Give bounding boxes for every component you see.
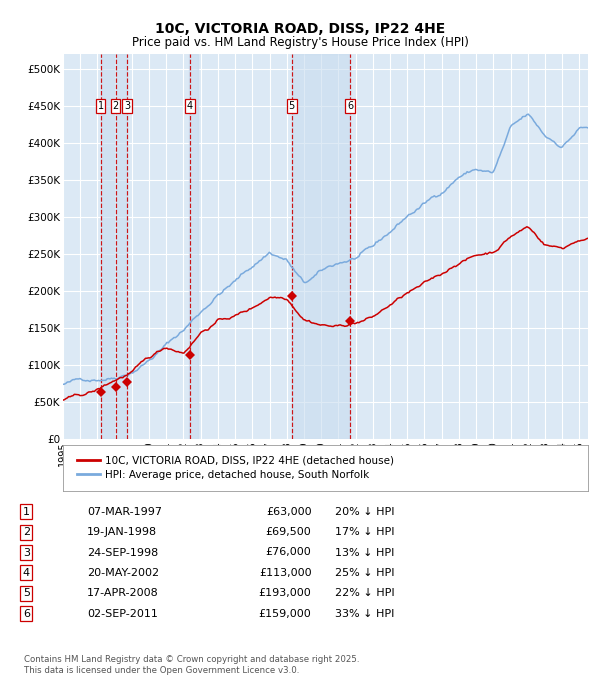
Bar (189, 54, 198, 439)
Text: 10C, VICTORIA ROAD, DISS, IP22 4HE: 10C, VICTORIA ROAD, DISS, IP22 4HE (155, 22, 445, 35)
Text: 25% ↓ HPI: 25% ↓ HPI (335, 568, 394, 578)
Text: 20% ↓ HPI: 20% ↓ HPI (335, 507, 394, 517)
Text: 33% ↓ HPI: 33% ↓ HPI (335, 609, 394, 619)
Text: £193,000: £193,000 (259, 588, 311, 598)
Text: 4: 4 (23, 568, 30, 578)
Text: 02-SEP-2011: 02-SEP-2011 (87, 609, 158, 619)
Text: 19-JAN-1998: 19-JAN-1998 (87, 527, 157, 537)
Text: 5: 5 (289, 101, 295, 111)
Text: 24-SEP-1998: 24-SEP-1998 (87, 547, 158, 558)
Text: 20-MAY-2002: 20-MAY-2002 (87, 568, 159, 578)
Text: 13% ↓ HPI: 13% ↓ HPI (335, 547, 394, 558)
Text: 1: 1 (97, 101, 104, 111)
Bar (101, 54, 127, 439)
Text: 6: 6 (23, 609, 30, 619)
Text: 5: 5 (23, 588, 30, 598)
Text: £76,000: £76,000 (266, 547, 311, 558)
Text: £63,000: £63,000 (266, 507, 311, 517)
Text: 2: 2 (112, 101, 119, 111)
Text: 3: 3 (124, 101, 130, 111)
Text: 3: 3 (23, 547, 30, 558)
Text: 22% ↓ HPI: 22% ↓ HPI (335, 588, 394, 598)
Text: 17% ↓ HPI: 17% ↓ HPI (335, 527, 394, 537)
Bar (292, 54, 350, 439)
Text: £159,000: £159,000 (259, 609, 311, 619)
Legend: 10C, VICTORIA ROAD, DISS, IP22 4HE (detached house), HPI: Average price, detache: 10C, VICTORIA ROAD, DISS, IP22 4HE (deta… (73, 452, 397, 483)
Text: 4: 4 (187, 101, 193, 111)
Text: 6: 6 (347, 101, 353, 111)
Text: 07-MAR-1997: 07-MAR-1997 (87, 507, 162, 517)
Text: 17-APR-2008: 17-APR-2008 (87, 588, 158, 598)
Text: £69,500: £69,500 (266, 527, 311, 537)
Text: 2: 2 (23, 527, 30, 537)
Text: Contains HM Land Registry data © Crown copyright and database right 2025.
This d: Contains HM Land Registry data © Crown c… (24, 655, 359, 675)
Text: 1: 1 (23, 507, 30, 517)
Text: £113,000: £113,000 (259, 568, 311, 578)
Text: Price paid vs. HM Land Registry's House Price Index (HPI): Price paid vs. HM Land Registry's House … (131, 35, 469, 49)
